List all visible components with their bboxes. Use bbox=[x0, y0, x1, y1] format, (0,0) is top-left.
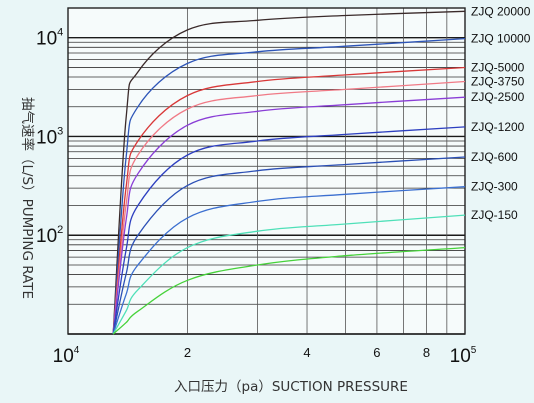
series-line-8 bbox=[112, 186, 466, 335]
series-label-5: ZJQ-2500 bbox=[471, 90, 525, 104]
x-tick-label: 8 bbox=[423, 345, 430, 360]
y-tick-label: 103 bbox=[36, 125, 63, 148]
y-tick-label: 102 bbox=[36, 224, 63, 247]
x-tick-label: 104 bbox=[53, 345, 80, 367]
series-line-9 bbox=[112, 214, 466, 335]
series-line-4 bbox=[112, 80, 466, 335]
series-label-3: ZJQ-5000 bbox=[471, 60, 525, 74]
series-label-1: ZJQ 20000 bbox=[471, 4, 531, 18]
x-tick-labels: 104 2 4 6 8 105 bbox=[53, 345, 477, 367]
y-tick-labels: 102 103 104 bbox=[36, 27, 63, 248]
series-line-10 bbox=[112, 246, 466, 335]
grid bbox=[67, 7, 466, 335]
x-tick-label: 105 bbox=[450, 345, 477, 367]
series-line-1 bbox=[112, 10, 466, 335]
series-line-3 bbox=[112, 66, 466, 335]
y-tick-label: 104 bbox=[36, 27, 63, 50]
plot-frame bbox=[67, 7, 466, 335]
series-line-7 bbox=[112, 156, 466, 335]
series-group: ZJQ 20000 ZJQ 10000 ZJQ-5000ZJQ-3750ZJQ-25… bbox=[112, 4, 531, 335]
x-tick-label: 4 bbox=[303, 345, 310, 360]
series-line-2 bbox=[112, 37, 466, 335]
series-label-6: ZJQ-1200 bbox=[471, 120, 525, 134]
series-label-7: ZJQ-600 bbox=[471, 150, 518, 164]
series-label-9: ZJQ-150 bbox=[471, 208, 518, 222]
series-label-2: ZJQ 10000 bbox=[471, 32, 531, 46]
x-tick-label: 6 bbox=[373, 345, 380, 360]
series-label-4: ZJQ-3750 bbox=[471, 75, 525, 89]
x-tick-label: 2 bbox=[184, 345, 191, 360]
series-label-8: ZJQ-300 bbox=[471, 180, 518, 194]
series-line-6 bbox=[112, 126, 466, 335]
plot-area bbox=[68, 8, 465, 334]
x-axis-title: 入口压力（pa）SUCTION PRESSURE bbox=[174, 379, 408, 395]
y-axis-title: 抽气速率（L/S）PUMPING RATE bbox=[19, 97, 36, 299]
series-line-5 bbox=[112, 96, 466, 335]
